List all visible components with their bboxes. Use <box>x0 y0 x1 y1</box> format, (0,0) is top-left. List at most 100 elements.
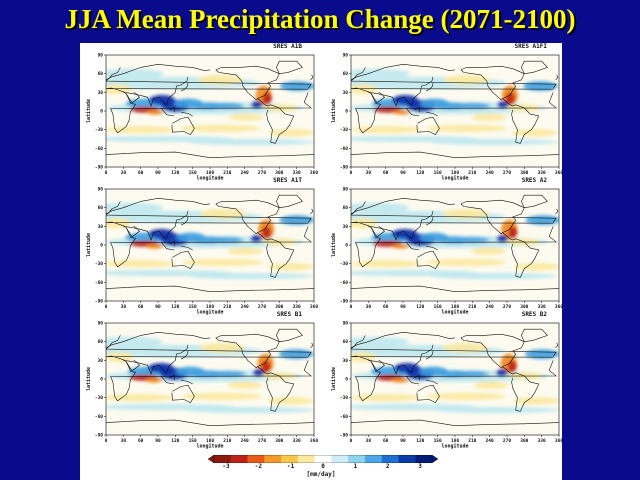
lon-tick-label: 60 <box>383 304 389 310</box>
coastline <box>106 197 211 215</box>
coastline <box>426 111 438 117</box>
lon-tick-label: 240 <box>486 438 494 444</box>
coastline <box>351 355 557 402</box>
precip-anomaly-region <box>431 139 559 146</box>
lat-tick-label: -90 <box>340 299 348 305</box>
lat-tick-label: 0 <box>100 243 103 249</box>
coastline <box>276 60 303 74</box>
lon-tick-label: 30 <box>121 438 127 444</box>
lat-tick-label: -30 <box>340 395 348 401</box>
lon-tick-label: 60 <box>383 170 389 176</box>
lon-tick-label: 270 <box>503 438 511 444</box>
lon-tick-label: 0 <box>105 170 108 176</box>
precip-anomaly-region <box>351 202 410 213</box>
lat-tick-label: -30 <box>95 261 103 267</box>
lat-tick-label: 90 <box>98 187 104 193</box>
coastline <box>125 92 140 104</box>
lon-tick-label: 0 <box>105 304 108 310</box>
lat-tick-label: -90 <box>95 433 103 439</box>
lat-tick-label: -90 <box>95 299 103 305</box>
lat-tick-label: 30 <box>98 224 104 230</box>
lat-tick-label: -30 <box>340 261 348 267</box>
lat-tick-label: 0 <box>345 377 348 383</box>
lon-tick-label: 120 <box>171 438 179 444</box>
lat-tick-label: 60 <box>343 205 349 211</box>
map-panel: 0 30 60 90 120 150 180 210 240 270 300 330 360 90 60 30… <box>325 43 563 182</box>
lon-tick-label: 300 <box>275 170 283 176</box>
lon-tick-label: 270 <box>503 170 511 176</box>
precip-anomaly-region <box>523 81 558 92</box>
coastline <box>351 151 559 159</box>
scenario-label: SRES B2 <box>521 311 547 318</box>
lon-tick-label: 330 <box>293 170 301 176</box>
precip-anomaly-region <box>268 129 314 137</box>
coastline <box>169 374 175 381</box>
lon-tick-label: 300 <box>520 304 528 310</box>
lon-tick-label: 180 <box>451 170 459 176</box>
lat-tick-label: 60 <box>343 71 349 77</box>
lon-tick-label: 360 <box>555 304 563 310</box>
lon-tick-label: 330 <box>538 438 546 444</box>
lon-tick-label: 150 <box>434 170 442 176</box>
lat-tick-label: 30 <box>343 90 349 96</box>
lon-tick-label: 180 <box>451 438 459 444</box>
coastline <box>215 65 280 101</box>
lon-tick-label: 30 <box>366 170 372 176</box>
map-panel: 0 30 60 90 120 150 180 210 240 270 300 330 360 90 60 30… <box>80 43 318 182</box>
colorbar-unit: [mm/day] <box>306 471 336 478</box>
precip-anomaly-region <box>454 370 490 378</box>
lon-tick-label: 90 <box>400 304 406 310</box>
coastline <box>416 116 440 135</box>
lon-tick-label: 120 <box>416 170 424 176</box>
scenario-label: SRES A1B <box>273 43 302 50</box>
y-axis-label: latitude <box>86 367 92 391</box>
precip-anomaly-region <box>106 84 132 95</box>
colorbar-swatch <box>314 455 332 463</box>
coastline <box>405 375 420 385</box>
precip-anomaly-region <box>267 397 314 405</box>
colorbar-swatch <box>415 455 433 463</box>
precip-anomaly-region <box>228 113 264 121</box>
precipitation-map: 0 30 60 90 120 150 180 210 240 270 300 330 360906030… <box>86 321 318 450</box>
precip-anomaly-region <box>106 336 163 347</box>
colorbar-tick-label: -1 <box>287 463 295 470</box>
lon-tick-label: 90 <box>155 304 161 310</box>
precip-anomaly-region <box>227 381 262 389</box>
coastline <box>310 74 314 81</box>
precip-anomaly-region <box>261 360 271 373</box>
lon-tick-label: 30 <box>366 438 372 444</box>
lat-tick-label: -30 <box>340 127 348 133</box>
lon-tick-label: 240 <box>241 304 249 310</box>
lat-tick-label: 60 <box>98 71 104 77</box>
coastline <box>106 355 312 402</box>
coastline <box>368 344 434 375</box>
coastline <box>180 350 189 360</box>
lon-tick-label: 0 <box>350 438 353 444</box>
lon-tick-label: 360 <box>310 170 318 176</box>
lat-tick-label: 0 <box>345 109 348 115</box>
precip-anomaly-region <box>508 226 518 239</box>
colorbar-swatch <box>281 455 299 463</box>
colorbar-swatch <box>364 455 382 463</box>
lon-tick-label: 120 <box>416 304 424 310</box>
coastline <box>257 366 295 412</box>
coastline <box>257 98 295 144</box>
colorbar-tick-label: 2 <box>385 463 390 470</box>
coastline <box>171 116 195 135</box>
precip-anomaly-region <box>513 397 559 405</box>
precipitation-map: 0 30 60 90 120 150 180 210 240 270 300 330 360906030… <box>331 187 563 316</box>
colorbar-swatch <box>247 455 265 463</box>
lon-tick-label: 30 <box>366 304 372 310</box>
lon-tick-label: 150 <box>189 304 197 310</box>
lon-tick-label: 150 <box>434 438 442 444</box>
lon-tick-label: 210 <box>468 170 476 176</box>
coastline <box>257 232 295 278</box>
lat-tick-label: 60 <box>98 339 104 345</box>
lon-tick-label: 30 <box>121 170 127 176</box>
lat-tick-label: 90 <box>98 53 104 59</box>
coastline <box>180 82 189 92</box>
coastline <box>123 210 189 241</box>
precipitation-map: 0 30 60 90 120 150 180 210 240 270 300 330 360906030… <box>331 53 563 182</box>
lat-tick-label: -60 <box>340 146 348 152</box>
lon-tick-label: 300 <box>275 438 283 444</box>
